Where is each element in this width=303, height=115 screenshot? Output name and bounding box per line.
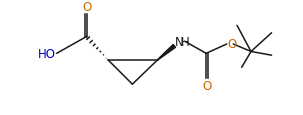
Text: N: N — [175, 35, 184, 48]
Text: O: O — [83, 1, 92, 14]
Text: H: H — [181, 35, 190, 48]
Text: O: O — [228, 37, 237, 50]
Polygon shape — [158, 45, 176, 60]
Text: O: O — [202, 79, 212, 92]
Text: HO: HO — [38, 47, 56, 60]
